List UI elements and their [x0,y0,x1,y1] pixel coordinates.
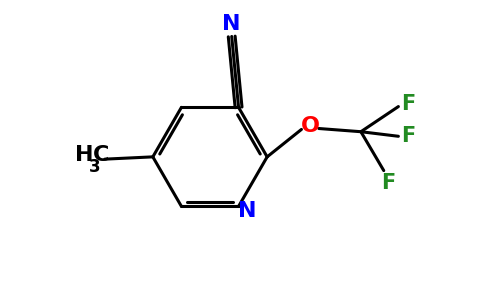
Text: F: F [381,173,395,194]
Text: N: N [223,14,241,34]
Text: F: F [401,126,416,146]
Text: C: C [93,146,109,166]
Text: 3: 3 [89,158,100,176]
Text: O: O [301,116,320,136]
Text: H: H [75,146,93,166]
Text: F: F [401,94,416,114]
Text: N: N [239,201,257,221]
